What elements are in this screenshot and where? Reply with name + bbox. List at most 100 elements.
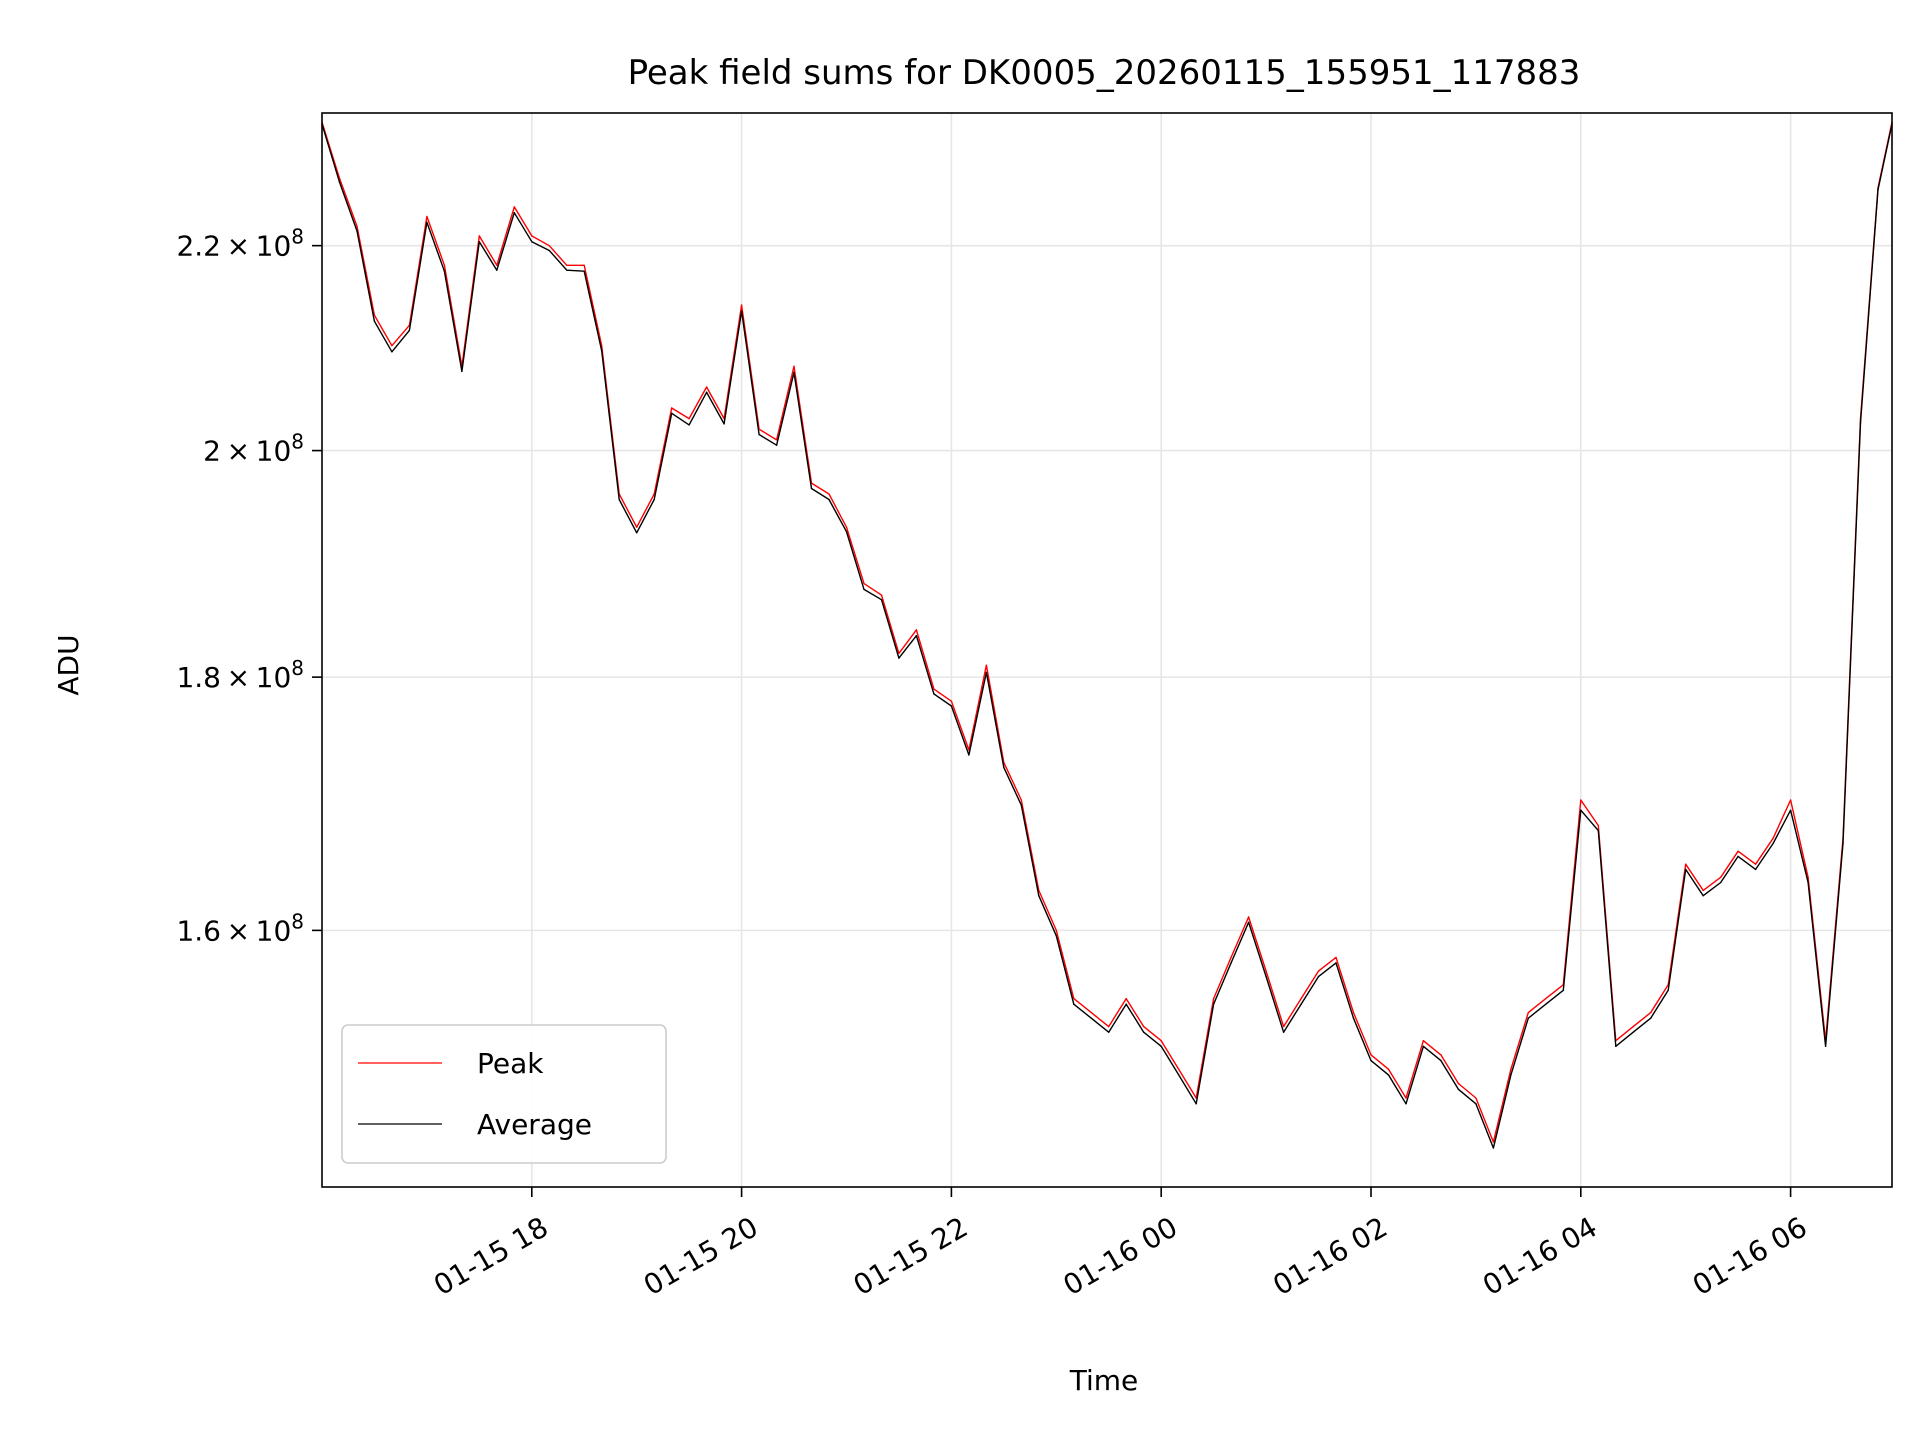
legend-box (341, 1024, 667, 1164)
data-point-peak (1108, 1025, 1110, 1028)
data-point-average (1370, 1059, 1372, 1062)
data-point-peak (1247, 916, 1250, 918)
data-point-average (1859, 422, 1862, 424)
data-point-average (1457, 1088, 1460, 1091)
chart-title: Peak field sums for DK0005_20260115_1559… (628, 53, 1581, 93)
data-point-average (1684, 868, 1687, 871)
data-point-peak (1632, 1025, 1634, 1028)
data-point-average (705, 391, 708, 393)
data-point-peak (1143, 1025, 1145, 1028)
data-point-average (1143, 1031, 1145, 1033)
data-point-average (566, 269, 568, 271)
data-point-average (1230, 962, 1232, 964)
data-point-average (1737, 855, 1739, 858)
data-point-average (1212, 1003, 1215, 1005)
data-point-average (1160, 1045, 1162, 1048)
data-point-average (1597, 829, 1599, 832)
data-point-peak (898, 652, 900, 655)
data-point-peak (478, 235, 481, 237)
data-point-average (1842, 842, 1844, 845)
data-point-peak (1212, 997, 1215, 1000)
data-point-average (1475, 1103, 1477, 1105)
data-point-peak (1789, 799, 1792, 801)
y-tick-label: 1.6 × 108 (176, 909, 304, 947)
data-point-average (1387, 1074, 1390, 1076)
data-point-average (863, 588, 865, 591)
x-axis-label: Time (1069, 1364, 1139, 1397)
data-point-peak (1020, 799, 1023, 801)
data-point-peak (566, 264, 568, 266)
data-point-average (950, 705, 953, 707)
data-point-peak (1125, 997, 1127, 1000)
data-point-peak (1475, 1097, 1477, 1099)
data-point-average (1055, 935, 1057, 937)
data-point-peak (985, 664, 988, 666)
data-point-average (1422, 1045, 1425, 1048)
data-point-average (1440, 1059, 1442, 1062)
data-point-average (1003, 766, 1005, 769)
data-point-peak (1387, 1068, 1390, 1070)
data-point-average (1073, 1003, 1075, 1005)
data-point-peak (688, 417, 690, 420)
data-point-average (356, 230, 358, 232)
data-point-peak (1405, 1097, 1407, 1099)
data-point-average (583, 270, 585, 272)
data-point-average (461, 370, 463, 373)
data-point-peak (1370, 1054, 1372, 1056)
data-point-average (391, 351, 393, 353)
data-point-average (1282, 1031, 1285, 1033)
y-tick-label: 2 × 108 (203, 430, 304, 468)
data-point-average (496, 269, 498, 271)
data-point-average (1877, 188, 1879, 191)
data-point-peak (828, 493, 830, 495)
data-point-peak (1073, 997, 1075, 1000)
data-point-peak (1737, 850, 1739, 852)
data-point-peak (1545, 997, 1547, 1000)
data-point-peak (670, 407, 673, 409)
data-point-average (653, 498, 655, 501)
data-point-peak (1282, 1025, 1285, 1028)
data-point-average (1789, 809, 1792, 811)
data-point-average (1108, 1031, 1110, 1033)
data-point-peak (531, 235, 533, 237)
data-point-average (775, 444, 778, 446)
data-point-peak (1352, 1011, 1355, 1014)
legend: Peak Average (341, 1024, 667, 1164)
data-point-peak (915, 629, 918, 631)
data-point-average (1038, 895, 1040, 897)
data-point-peak (1440, 1054, 1442, 1056)
data-point-average (1650, 1017, 1652, 1019)
data-point-peak (1807, 876, 1809, 878)
y-axis: 1.6 × 108 1.8 × 108 2 × 108 2.2 × 108 (176, 225, 322, 947)
data-point-average (408, 329, 411, 332)
data-point-peak (705, 386, 708, 388)
data-point-peak (601, 344, 603, 347)
data-point-average (1754, 868, 1757, 871)
data-point-peak (1650, 1011, 1652, 1014)
data-point-average (740, 310, 743, 312)
data-point-average (723, 423, 725, 425)
data-point-peak (373, 314, 376, 316)
data-point-average (1824, 1045, 1827, 1048)
data-point-peak (513, 206, 516, 208)
data-point-average (601, 350, 603, 352)
data-point-average (670, 412, 673, 414)
data-point-average (793, 371, 795, 374)
data-point-average (443, 270, 446, 272)
data-point-peak (1177, 1068, 1180, 1070)
data-point-average (513, 211, 516, 214)
data-point-peak (1702, 889, 1704, 892)
data-point-average (1545, 1003, 1547, 1005)
data-point-average (548, 249, 550, 252)
data-point-average (1177, 1074, 1180, 1076)
y-tick-label: 2.2 × 108 (176, 225, 304, 263)
data-point-average (1195, 1103, 1197, 1105)
data-point-peak (1580, 799, 1582, 801)
data-point-peak (1300, 997, 1302, 1000)
data-point-average (845, 530, 848, 533)
data-point-peak (1754, 863, 1757, 865)
data-point-average (426, 221, 428, 224)
data-point-peak (1317, 970, 1320, 972)
legend-label-average: Average (477, 1108, 592, 1141)
